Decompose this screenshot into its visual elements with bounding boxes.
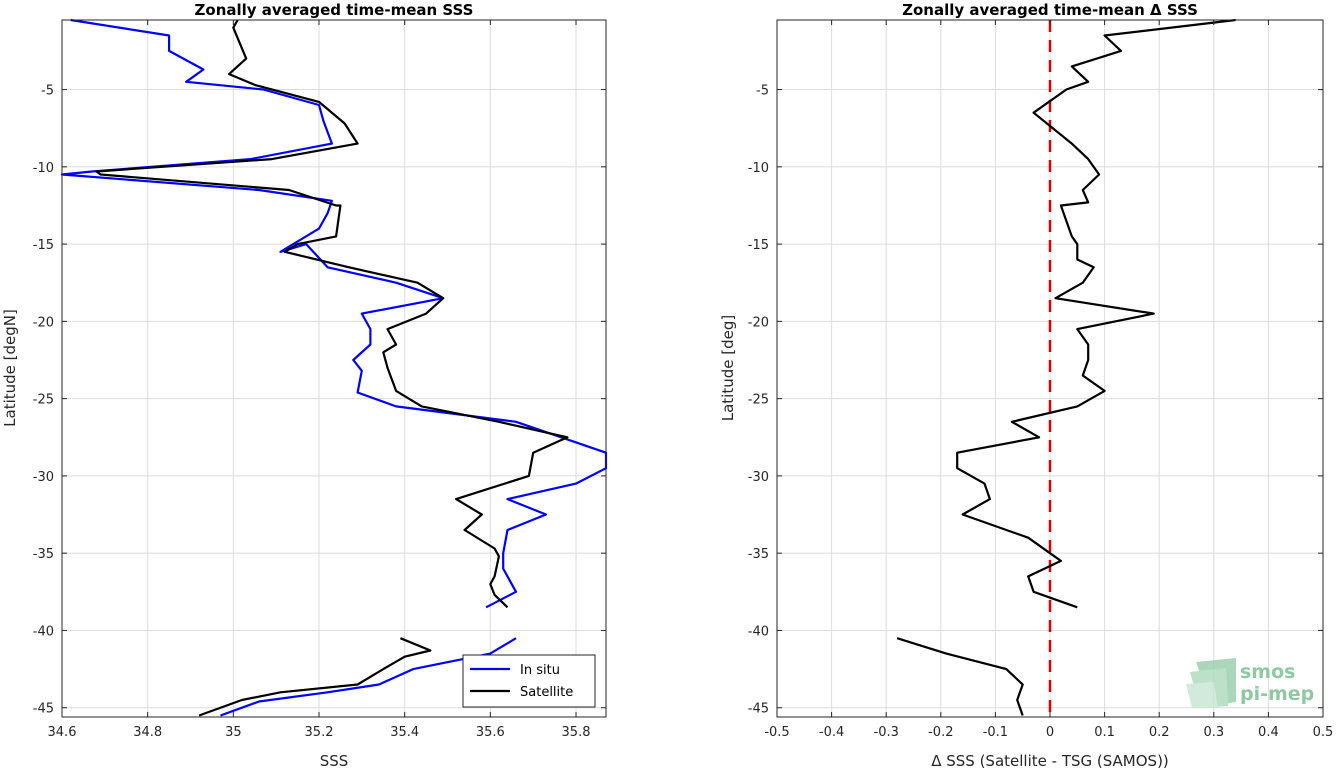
x-tick-label: -0.2	[928, 725, 953, 740]
yticks-sss: -45 -40 -35 -30 -25 -20 -15 -10 -5	[33, 84, 606, 717]
series-line-satellite-segment-1	[198, 637, 432, 717]
x-tick-label: -0.3	[874, 725, 899, 740]
y-tick-label: -10	[33, 161, 54, 176]
series-line-satellite-segment-0	[95, 19, 569, 609]
x-tick-label: 0.1	[1094, 725, 1115, 740]
x-tick-label: 0.3	[1203, 725, 1224, 740]
yticks-delta-sss: -45 -40 -35 -30 -25 -20 -15 -10 -5	[748, 84, 1323, 717]
x-tick-label: 0.2	[1149, 725, 1170, 740]
y-tick-label: -40	[748, 624, 769, 639]
x-tick-label: 35.8	[562, 725, 591, 740]
legend-label-in-situ: In situ	[520, 663, 560, 678]
x-tick-label: 0.5	[1313, 725, 1334, 740]
y-tick-label: -25	[33, 393, 54, 408]
y-axis-label-sss: Latitude [degN]	[1, 309, 19, 427]
chart-sss: 34.6 34.8 35 35.2 35.4 35.6 35.8 -45-40-35-30-…	[1, 1, 608, 769]
series-layer-delta-sss	[896, 18, 1236, 716]
xticks-sss: 34.6 34.8 35 35.2 35.4 35.6 35.8	[48, 20, 591, 740]
x-axis-label-sss: SSS	[320, 752, 349, 769]
chart-delta-sss: -0.5 -0.4 -0.3 -0.2 -0.1 0 0.1 0.2 0.3 0.4 0.5 -45…	[719, 1, 1333, 769]
y-tick-label: -35	[748, 547, 769, 562]
legend-label-satellite: Satellite	[520, 685, 573, 700]
logo-mark-icon	[1186, 658, 1236, 708]
y-tick-label: -15	[748, 238, 769, 253]
x-tick-label: 0	[1046, 725, 1054, 740]
y-tick-label: -5	[41, 84, 54, 99]
x-tick-label: 34.6	[48, 725, 77, 740]
y-tick-label: -45	[33, 702, 54, 717]
axes-box-sss	[61, 19, 607, 718]
y-tick-label: -25	[748, 393, 769, 408]
x-tick-label: -0.5	[764, 725, 789, 740]
logo-text-pi-mep: pi-mep	[1240, 683, 1314, 705]
y-tick-label: -40	[33, 624, 54, 639]
chart-title-sss: Zonally averaged time-mean SSS	[195, 1, 474, 19]
series-layer-sss	[60, 18, 608, 717]
smos-pi-mep-logo: smos pi-mep	[1186, 658, 1314, 708]
y-tick-label: -10	[748, 161, 769, 176]
legend: In situ Satellite	[462, 654, 596, 708]
xticks-delta-sss: -0.5 -0.4 -0.3 -0.2 -0.1 0 0.1 0.2 0.3 0.4 0.5	[764, 20, 1333, 740]
y-tick-label: -45	[748, 702, 769, 717]
y-tick-label: -15	[33, 238, 54, 253]
x-axis-label-delta-sss: Δ SSS (Satellite - TSG (SAMOS))	[931, 752, 1169, 769]
x-tick-label: 35	[225, 725, 242, 740]
y-tick-label: -20	[748, 315, 769, 330]
x-tick-label: -0.1	[983, 725, 1008, 740]
grid-sss	[61, 20, 606, 717]
x-tick-label: 34.8	[133, 725, 162, 740]
y-tick-label: -20	[33, 315, 54, 330]
y-tick-label: -30	[33, 470, 54, 485]
logo-text-smos: smos	[1240, 661, 1295, 683]
series-line-in-situ-segment-1	[220, 637, 517, 717]
y-tick-label: -30	[748, 470, 769, 485]
chart-title-delta-sss: Zonally averaged time-mean Δ SSS	[902, 1, 1198, 19]
y-axis-label-delta-sss: Latitude [deg]	[719, 315, 737, 421]
x-tick-label: 35.6	[476, 725, 505, 740]
y-tick-label: -35	[33, 547, 54, 562]
x-tick-label: 35.4	[390, 725, 419, 740]
x-tick-label: -0.4	[819, 725, 844, 740]
x-tick-label: 0.4	[1258, 725, 1279, 740]
legend-box	[462, 654, 596, 708]
y-tick-label: -5	[756, 84, 769, 99]
series-line-delta-sss-segment-0	[956, 18, 1236, 609]
x-tick-label: 35.2	[305, 725, 334, 740]
series-line-delta-sss-segment-1	[896, 637, 1024, 716]
series-line-in-situ-segment-0	[60, 18, 608, 609]
